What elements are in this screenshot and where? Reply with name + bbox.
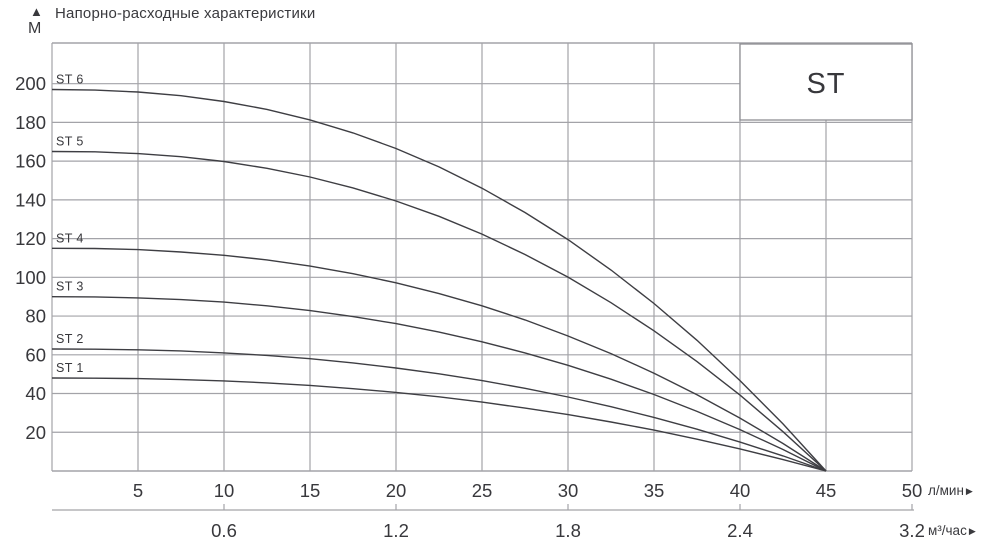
y-axis-up-arrow-icon: ▲ [30,4,43,19]
right-arrow-icon: ▶ [968,526,976,536]
y-tick-label: 20 [25,422,46,443]
curve-st-6 [51,88,827,472]
curve-label-st-6: ST 6 [56,72,84,86]
x-tick-label-primary: 35 [644,480,665,501]
y-tick-label: 160 [15,151,46,172]
curve-label-st-3: ST 3 [56,280,84,294]
x-tick-label-secondary: 1.2 [383,520,409,541]
y-tick-label: 60 [25,344,46,365]
x-tick-label-secondary: 2.4 [727,520,753,541]
curve-label-st-4: ST 4 [56,231,84,245]
y-tick-label: 200 [15,73,46,94]
x-tick-label-secondary: 3.2 [899,520,925,541]
x-tick-label-primary: 45 [816,480,837,501]
x-axis-primary-unit: л/мин ▶ [928,484,973,498]
x-tick-label-primary: 15 [300,480,321,501]
x-tick-label-secondary: 1.8 [555,520,581,541]
y-tick-label: 80 [25,306,46,327]
y-tick-label: 140 [15,189,46,210]
curve-st-5 [51,150,827,472]
curve-st-4 [51,247,827,472]
y-tick-label: 40 [25,383,46,404]
x-tick-label-secondary: 0.6 [211,520,237,541]
x-tick-label-primary: 20 [386,480,407,501]
x-tick-label-primary: 5 [133,480,143,501]
x-tick-label-primary: 40 [730,480,751,501]
y-tick-label: 100 [15,267,46,288]
curve-label-st-5: ST 5 [56,134,84,148]
curve-label-st-2: ST 2 [56,332,84,346]
x-tick-label-primary: 50 [902,480,923,501]
curve-st-3 [51,296,827,472]
x-axis-secondary-unit: м³/час ▶ [928,524,976,538]
x-axis-secondary-unit-label: м³/час [928,523,967,538]
x-tick-label-primary: 25 [472,480,493,501]
y-tick-label: 120 [15,228,46,249]
x-axis-primary-unit-label: л/мин [928,483,964,498]
curve-st-1 [51,377,827,472]
legend-box [739,43,913,121]
y-axis-unit-label: М [28,20,42,37]
x-tick-label-primary: 30 [558,480,579,501]
legend-label: ST [806,68,845,100]
x-tick-label-primary: 10 [214,480,235,501]
curve-st-2 [51,348,827,472]
curve-label-st-1: ST 1 [56,361,84,375]
y-tick-label: 180 [15,112,46,133]
right-arrow-icon: ▶ [965,486,973,496]
chart-title: Напорно-расходные характеристики [55,5,316,22]
